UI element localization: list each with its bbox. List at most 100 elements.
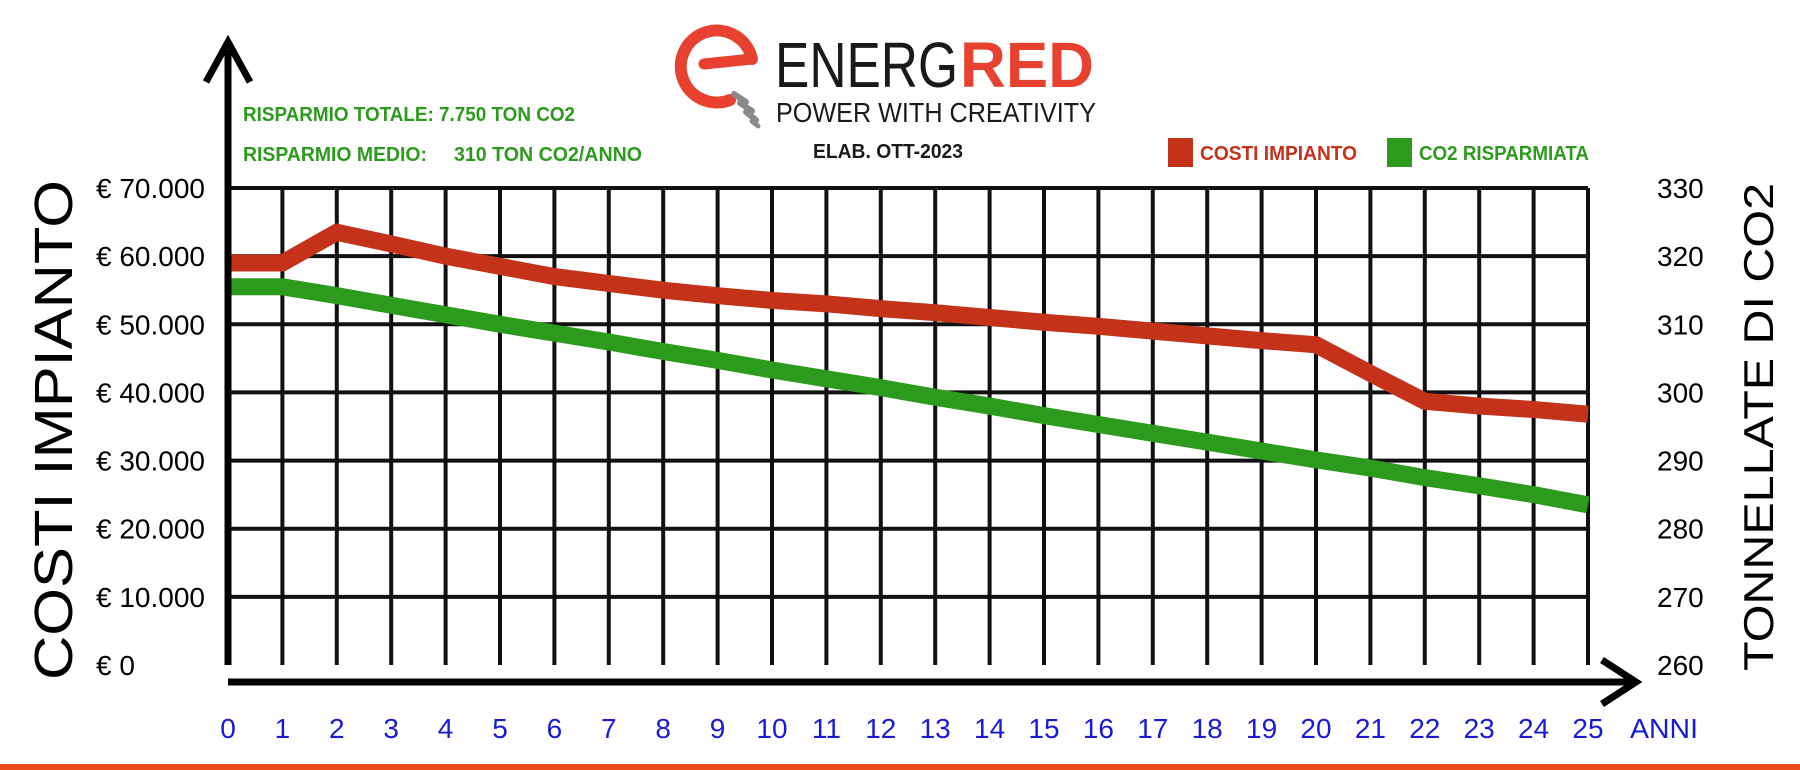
- point-costi: [445, 255, 447, 257]
- y-tick-label-left: € 10.000: [96, 582, 205, 613]
- point-co2: [1424, 477, 1426, 479]
- x-tick-label: 24: [1518, 713, 1549, 744]
- x-tick-label: 19: [1246, 713, 1277, 744]
- point-co2: [717, 359, 719, 361]
- x-tick-label: 18: [1192, 713, 1223, 744]
- point-co2: [390, 304, 392, 306]
- point-co2: [1206, 441, 1208, 443]
- point-co2: [553, 332, 555, 334]
- y-tick-label-right: 300: [1657, 377, 1704, 408]
- brand-tagline: POWER WITH CREATIVITY: [776, 97, 1096, 128]
- elab-date: ELAB. OTT-2023: [813, 141, 963, 163]
- bottom-accent-bar: [0, 764, 1800, 770]
- y-tick-label-left: € 50.000: [96, 309, 205, 340]
- x-tick-label: 2: [329, 713, 345, 744]
- point-costi: [281, 262, 283, 264]
- grid: [228, 186, 1590, 665]
- point-co2: [445, 314, 447, 316]
- point-costi: [771, 299, 773, 301]
- point-costi: [825, 303, 827, 305]
- point-costi: [1369, 372, 1371, 374]
- point-co2: [1587, 504, 1589, 506]
- point-costi: [717, 295, 719, 297]
- point-co2: [771, 369, 773, 371]
- y-tick-label-right: 270: [1657, 582, 1704, 613]
- y-tick-label-left: € 40.000: [96, 377, 205, 408]
- y-tick-label-left: € 20.000: [96, 514, 205, 545]
- legend-label-co2: CO2 RISPARMIATA: [1419, 143, 1589, 165]
- avg-savings-value: 310 TON CO2/ANNO: [454, 144, 642, 166]
- legend-swatch-co2: [1387, 138, 1412, 167]
- y-axis-arrow-icon: [202, 34, 254, 84]
- x-tick-label: 16: [1083, 713, 1114, 744]
- point-co2: [1097, 423, 1099, 425]
- x-tick-label: 7: [601, 713, 617, 744]
- point-co2: [1369, 467, 1371, 469]
- x-tick-label: 9: [710, 713, 726, 744]
- y-tick-label-left: € 30.000: [96, 446, 205, 477]
- y-tick-label-left: € 70.000: [96, 173, 205, 204]
- point-costi: [934, 312, 936, 314]
- y-axis-right-title: TONNELLATE DI CO2: [1735, 183, 1782, 671]
- point-co2: [1043, 415, 1045, 417]
- point-co2: [1152, 432, 1154, 434]
- series-line-costi: [228, 223, 1589, 423]
- x-tick-label: 17: [1137, 713, 1168, 744]
- point-co2: [662, 351, 664, 353]
- x-tick-label: 13: [920, 713, 951, 744]
- point-co2: [1478, 485, 1480, 487]
- series-line-co2: [228, 278, 1590, 514]
- series-lines: [227, 223, 1590, 514]
- y-tick-label-right: 320: [1657, 241, 1704, 272]
- point-costi: [390, 243, 392, 245]
- x-tick-label: 15: [1028, 713, 1059, 744]
- point-costi: [1261, 340, 1263, 342]
- point-co2: [1315, 459, 1317, 461]
- x-tick-label: 4: [438, 713, 454, 744]
- point-costi: [1097, 325, 1099, 327]
- x-tick-label: 25: [1572, 713, 1603, 744]
- point-co2: [934, 396, 936, 398]
- x-tick-label: 21: [1355, 713, 1386, 744]
- bulb-icon: [674, 24, 761, 129]
- y-tick-label-right: 310: [1657, 309, 1704, 340]
- point-costi: [989, 316, 991, 318]
- point-co2: [336, 295, 338, 297]
- point-co2: [1533, 494, 1535, 496]
- point-co2: [880, 387, 882, 389]
- point-co2: [825, 378, 827, 380]
- point-costi: [336, 231, 338, 233]
- y-tick-label-right: 260: [1657, 650, 1704, 681]
- point-co2: [608, 341, 610, 343]
- point-costi: [1315, 344, 1317, 346]
- y-tick-label-right: 330: [1657, 173, 1704, 204]
- x-tick-label: 14: [974, 713, 1005, 744]
- legend-label-costi: COSTI IMPIANTO: [1200, 143, 1357, 165]
- y-tick-label-right: 280: [1657, 514, 1704, 545]
- x-axis-arrow-icon: [1600, 657, 1643, 707]
- x-tick-label: 12: [865, 713, 896, 744]
- y-axis-left-title: COSTI IMPIANTO: [24, 180, 84, 680]
- legend-swatch-costi: [1168, 138, 1193, 167]
- point-co2: [499, 323, 501, 325]
- point-costi: [880, 308, 882, 310]
- point-costi: [1533, 408, 1535, 410]
- point-costi: [1043, 321, 1045, 323]
- point-co2: [281, 286, 283, 288]
- point-costi: [1206, 335, 1208, 337]
- tick-labels: 0 1 2 3 4 5 6 7 8 9 10 11 12 13 14 15 16 17 18 19 20 21 22 23 24…: [96, 173, 1704, 744]
- brand-name-part1: ENERG: [775, 29, 958, 101]
- total-savings: RISPARMIO TOTALE: 7.750 TON CO2: [243, 104, 575, 126]
- x-tick-label: 6: [547, 713, 563, 744]
- point-costi: [499, 265, 501, 267]
- brand-name-part2: RED: [960, 29, 1094, 101]
- point-co2: [1261, 450, 1263, 452]
- point-costi: [553, 276, 555, 278]
- x-axis-title: ANNI: [1630, 713, 1698, 744]
- point-costi: [1152, 330, 1154, 332]
- x-tick-label: 3: [383, 713, 399, 744]
- legend: COSTI IMPIANTO CO2 RISPARMIATA: [1168, 138, 1589, 167]
- y-tick-label-right: 290: [1657, 446, 1704, 477]
- brand-logo: ENERG RED POWER WITH CREATIVITY: [674, 24, 1096, 129]
